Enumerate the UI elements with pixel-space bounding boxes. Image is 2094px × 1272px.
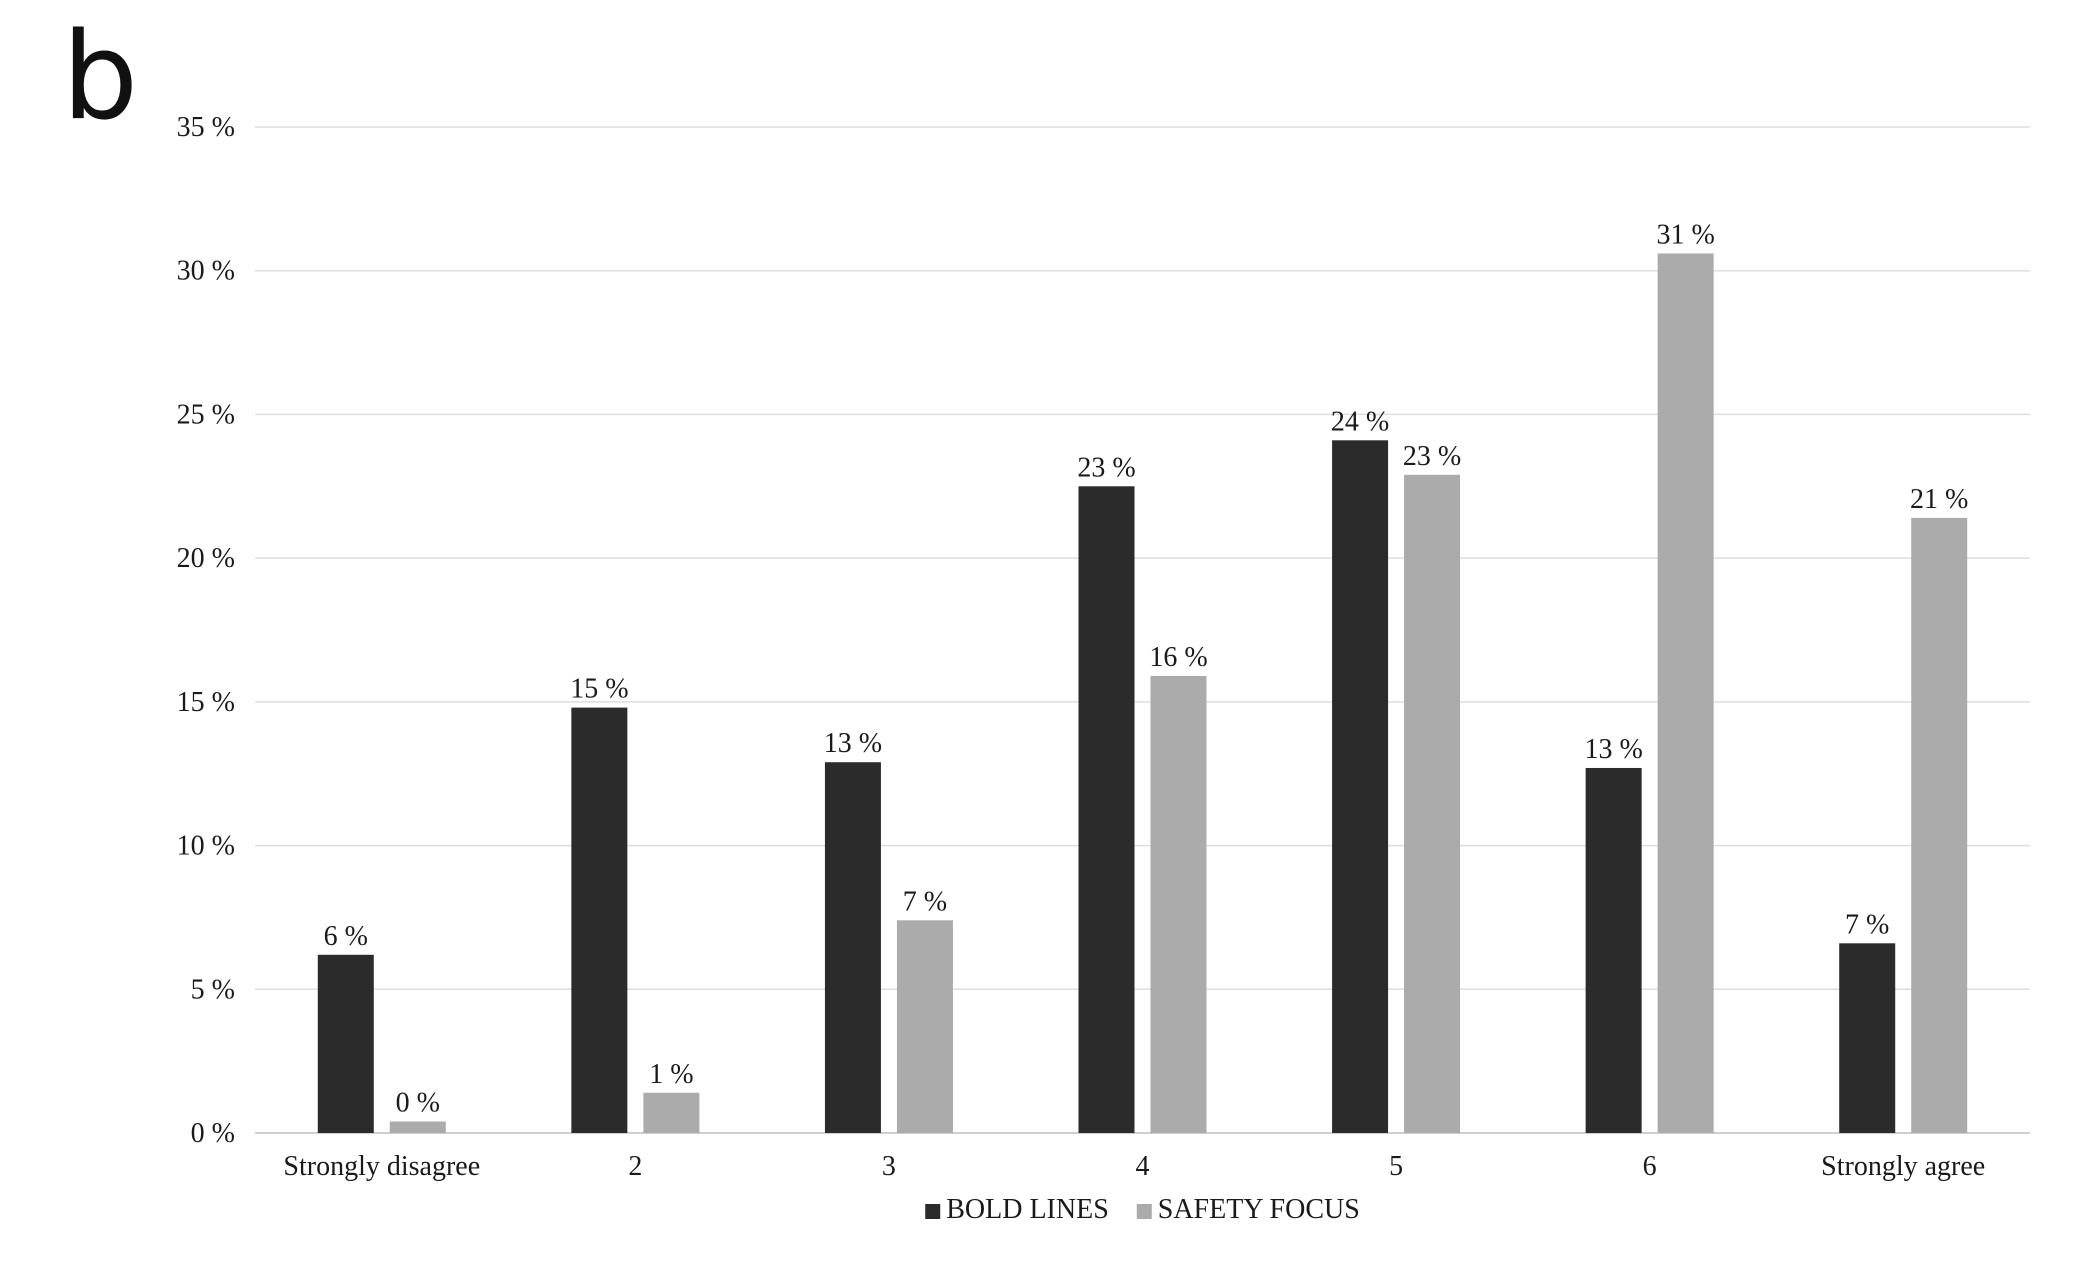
x-tick-label: 6: [1643, 1151, 1657, 1182]
y-tick-label: 5 %: [191, 974, 235, 1005]
x-tick-label: 3: [882, 1151, 896, 1182]
data-label: 1 %: [649, 1059, 693, 1090]
x-tick-label: Strongly agree: [1821, 1151, 1985, 1182]
data-label: 6 %: [324, 921, 368, 952]
data-label: 7 %: [1845, 909, 1889, 940]
y-tick-label: 30 %: [177, 256, 235, 287]
bar-bold-lines: [1839, 943, 1896, 1133]
bar-safety-focus: [389, 1121, 446, 1133]
bar-safety-focus: [1404, 474, 1461, 1133]
panel-label: b: [62, 8, 138, 147]
y-tick-label: 15 %: [177, 687, 235, 718]
x-axis-ticks: Strongly disagree 2 3 4 5 6 Strongly agree: [283, 1151, 1985, 1182]
bar-safety-focus: [1657, 253, 1714, 1133]
bar-safety-focus: [1150, 675, 1207, 1133]
bar-bold-lines: [1078, 486, 1135, 1133]
data-label: 21 %: [1910, 484, 1968, 515]
y-tick-label: 10 %: [177, 831, 235, 862]
y-axis-ticks: 0 % 5 % 10 % 15 % 20 % 25 % 30 % 35 %: [177, 112, 235, 1149]
legend-swatch: [925, 1204, 941, 1219]
data-label: 13 %: [824, 728, 882, 759]
y-tick-label: 35 %: [177, 112, 235, 143]
legend: BOLD LINES SAFETY FOCUS: [925, 1194, 1360, 1225]
x-tick-label: 4: [1136, 1151, 1150, 1182]
bar-safety-focus: [896, 920, 953, 1133]
data-label: 31 %: [1656, 219, 1714, 250]
x-tick-label: 2: [628, 1151, 642, 1182]
bar-safety-focus: [643, 1092, 700, 1133]
gridlines: [255, 126, 2030, 1134]
y-tick-label: 0 %: [191, 1118, 235, 1149]
data-label: 15 %: [570, 674, 628, 705]
legend-swatch: [1136, 1204, 1152, 1219]
data-label: 16 %: [1149, 642, 1207, 673]
bars: [317, 253, 1968, 1134]
legend-item-bold-lines: BOLD LINES: [925, 1194, 1109, 1225]
bar-bold-lines: [824, 762, 881, 1133]
bar-bold-lines: [1332, 440, 1389, 1134]
data-labels: 6 % 0 % 15 % 1 % 13 % 7 % 23 % 16 % 24 % 23 % 13 %…: [324, 219, 1969, 1118]
y-tick-label: 20 %: [177, 543, 235, 574]
data-label: 23 %: [1077, 452, 1135, 483]
legend-item-safety-focus: SAFETY FOCUS: [1136, 1194, 1360, 1225]
x-tick-label: 5: [1389, 1151, 1403, 1182]
legend-label: BOLD LINES: [946, 1194, 1109, 1225]
data-label: 24 %: [1331, 406, 1389, 437]
bar-bold-lines: [317, 954, 374, 1133]
data-label: 7 %: [903, 886, 947, 917]
data-label: 23 %: [1403, 441, 1461, 472]
bar-bold-lines: [571, 707, 628, 1133]
bar-bold-lines: [1585, 767, 1642, 1133]
x-tick-label: Strongly disagree: [283, 1151, 480, 1182]
data-label: 0 %: [396, 1088, 440, 1119]
legend-label: SAFETY FOCUS: [1158, 1194, 1360, 1225]
bar-safety-focus: [1911, 517, 1968, 1133]
data-label: 13 %: [1584, 734, 1642, 765]
y-tick-label: 25 %: [177, 399, 235, 430]
